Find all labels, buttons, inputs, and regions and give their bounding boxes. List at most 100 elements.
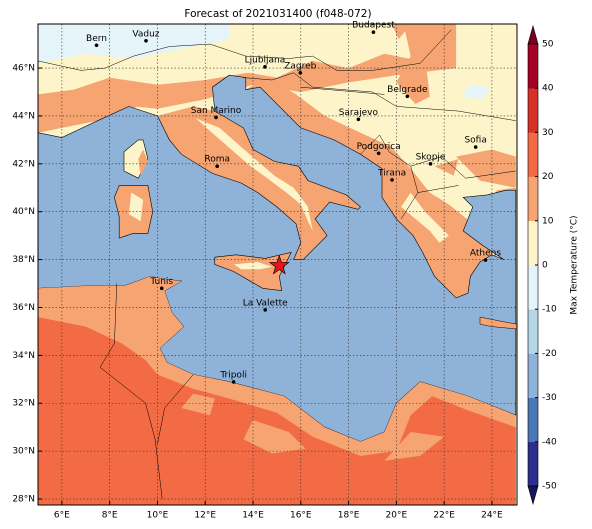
- alpine-cold: [38, 24, 230, 64]
- north-warm: [38, 96, 129, 133]
- africa-mid: [384, 432, 445, 461]
- city-dot: [376, 151, 381, 156]
- colorbar-over: [527, 24, 539, 45]
- city-label: Bern: [86, 34, 107, 44]
- border: [243, 72, 516, 121]
- colorbar-bin: [528, 88, 538, 133]
- city-dot: [94, 43, 99, 48]
- city-label: Tunis: [149, 277, 173, 287]
- colorbar-tick-label: 40: [542, 84, 554, 94]
- map-title: Forecast of 2021031400 (f048-072): [184, 8, 371, 20]
- africa-mid: [181, 393, 215, 416]
- colorbar-tick-label: -10: [542, 305, 557, 315]
- balkan-warm: [245, 77, 492, 298]
- x-tick-label: 12°E: [194, 511, 216, 521]
- y-tick-label: 42°N: [12, 159, 35, 169]
- colorbar-bin: [528, 132, 538, 177]
- colorbar-bin: [528, 397, 538, 443]
- colorbar-tick-label: 0: [542, 261, 548, 271]
- city-label: San Marino: [191, 106, 242, 116]
- sicily: [214, 251, 292, 292]
- y-tick-label: 30°N: [12, 447, 35, 457]
- city-label: La Valette: [243, 298, 288, 308]
- colorbar-bin: [528, 309, 538, 354]
- city-dot: [390, 178, 394, 182]
- alpine-cold: [463, 84, 490, 100]
- x-tick-label: 24°E: [481, 511, 503, 521]
- city-dot: [356, 117, 361, 122]
- north-warm: [38, 24, 516, 116]
- colorbar-tick-label: -50: [542, 482, 557, 492]
- city-label: Tirana: [377, 168, 406, 178]
- city-label: Podgorica: [357, 142, 401, 152]
- colorbar-bin: [528, 220, 538, 266]
- colorbar-bin: [528, 353, 538, 398]
- africa-mid: [243, 420, 306, 454]
- balkan-warm: [456, 149, 516, 188]
- colorbar-tick-label: 10: [542, 216, 554, 226]
- city-dot: [428, 162, 433, 166]
- city-label: Vaduz: [132, 29, 159, 39]
- city-label: Skopje: [416, 152, 446, 162]
- colorbar-bin: [528, 441, 538, 487]
- crete: [479, 316, 517, 330]
- colorbar-tick-label: -20: [542, 349, 557, 359]
- x-tick-label: 10°E: [147, 511, 169, 521]
- colorbar-tick-label: -40: [542, 437, 557, 447]
- border: [360, 134, 516, 179]
- colorbar-tick-label: 50: [542, 40, 554, 50]
- x-tick-label: 14°E: [242, 511, 264, 521]
- city-dot: [214, 115, 218, 120]
- y-tick-label: 32°N: [12, 399, 35, 409]
- city-label: Athens: [470, 249, 501, 259]
- colorbar-label: Max Temperature (°C): [570, 215, 580, 314]
- city-label: Zagreb: [284, 61, 316, 71]
- sardinia-cool: [128, 192, 144, 222]
- y-tick-label: 34°N: [12, 351, 35, 361]
- city-label: Tripoli: [219, 370, 247, 380]
- y-tick-label: 44°N: [12, 111, 35, 121]
- city-label: Sofia: [464, 136, 486, 146]
- x-tick-label: 6°E: [54, 511, 70, 521]
- city-dot: [371, 30, 376, 34]
- city-label: Belgrade: [387, 85, 428, 95]
- balkan-cool: [401, 192, 449, 243]
- border: [417, 185, 459, 193]
- balkan-warm: [434, 159, 459, 176]
- colorbar-bin: [528, 265, 538, 310]
- city-label: Roma: [204, 155, 230, 165]
- border: [99, 283, 163, 500]
- city-dot: [405, 94, 410, 99]
- y-tick-label: 40°N: [12, 207, 35, 217]
- y-tick-label: 28°N: [12, 495, 35, 505]
- y-tick-label: 46°N: [12, 64, 35, 74]
- x-tick-label: 8°E: [102, 511, 118, 521]
- city-label: Ljubljana: [245, 55, 286, 65]
- border: [300, 86, 385, 95]
- city-label: Sarajevo: [339, 108, 379, 118]
- city-dot: [483, 258, 488, 262]
- x-tick-label: 22°E: [433, 511, 455, 521]
- star-marker: [268, 254, 290, 275]
- x-tick-label: 16°E: [290, 511, 312, 521]
- colorbar-under: [527, 485, 539, 506]
- city-dot: [215, 164, 219, 169]
- x-tick-label: 18°E: [338, 511, 360, 521]
- city-dot: [144, 38, 148, 43]
- border: [157, 374, 194, 444]
- y-tick-label: 38°N: [12, 255, 35, 265]
- colorbar-tick-label: 30: [542, 128, 554, 138]
- city-dot: [298, 71, 303, 75]
- city-dot: [263, 65, 267, 69]
- city-dot: [473, 145, 478, 149]
- map-frame: [37, 23, 518, 506]
- city-dot: [263, 308, 267, 312]
- x-tick-label: 20°E: [386, 511, 408, 521]
- y-tick-label: 36°N: [12, 303, 35, 313]
- colorbar-bin: [528, 44, 538, 89]
- colorbar-tick-label: -30: [542, 393, 557, 403]
- city-dot: [231, 380, 236, 384]
- colorbar-bin: [528, 176, 538, 222]
- city-dot: [159, 286, 164, 291]
